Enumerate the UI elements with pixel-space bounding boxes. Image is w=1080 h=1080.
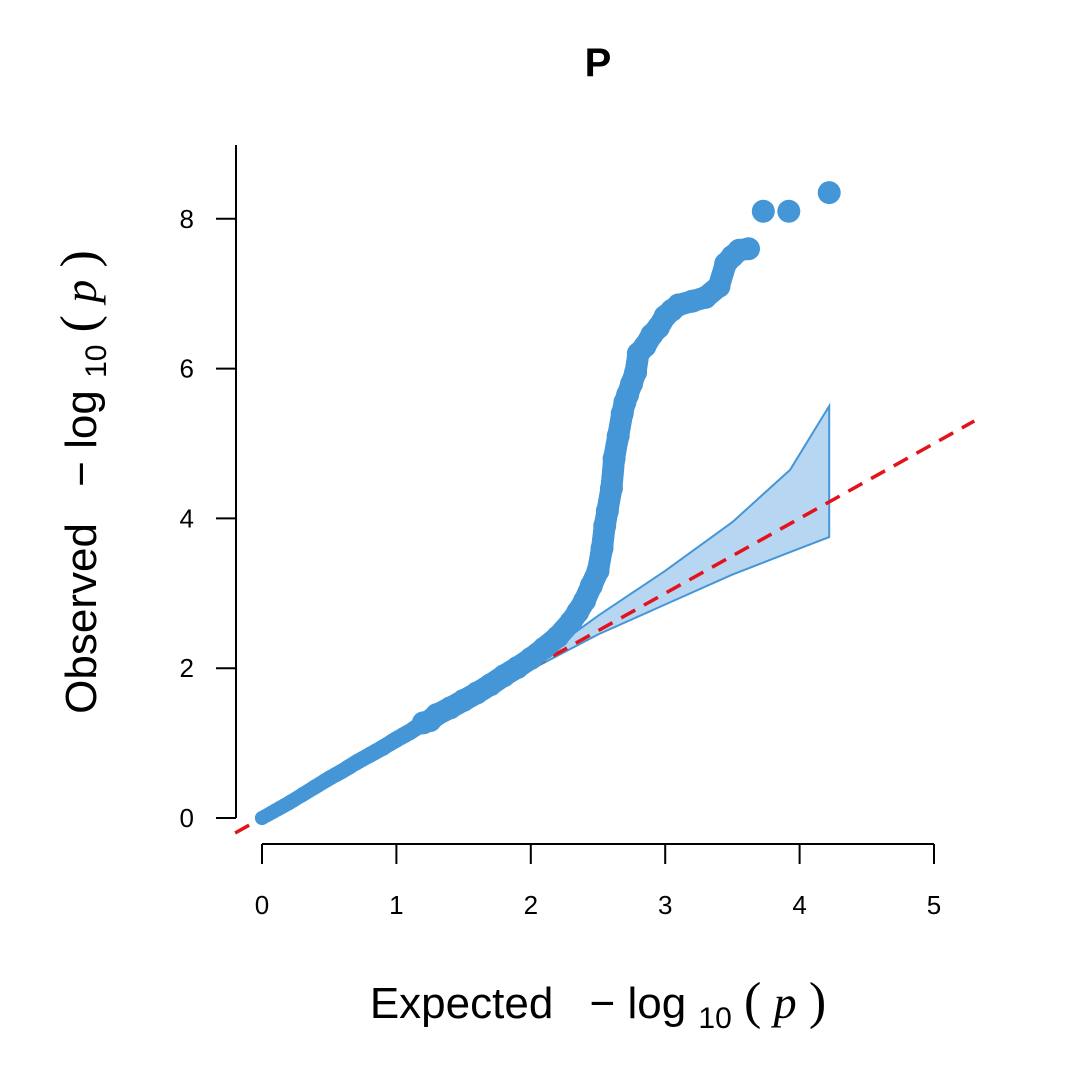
data-point (348, 754, 364, 771)
x-label-open: ( (744, 973, 761, 1030)
data-point (602, 447, 626, 470)
y-tick-label: 0 (180, 803, 194, 833)
y-label-log: log (57, 390, 106, 449)
y-label-open: ( (51, 315, 108, 332)
data-point (624, 360, 648, 384)
x-tick-label: 0 (255, 890, 269, 920)
x-tick-label: 3 (658, 890, 672, 920)
y-label-minus: − (57, 461, 106, 487)
data-point (321, 770, 337, 786)
data-point (817, 181, 841, 205)
x-label-main: Expected (370, 979, 553, 1028)
data-point (586, 559, 610, 583)
y-label-main: Observed (57, 523, 106, 714)
data-point (606, 424, 630, 448)
data-point (599, 476, 623, 500)
x-ticks: 0 1 2 3 4 5 (255, 844, 941, 920)
x-axis-label: Expected − log 10 ( p ) (370, 973, 826, 1038)
points-layer (255, 181, 841, 825)
data-point (751, 199, 775, 223)
x-label-base: 10 (698, 1002, 731, 1035)
data-point (707, 274, 731, 298)
y-tick-label: 6 (180, 354, 194, 384)
data-point (374, 739, 392, 756)
x-label-minus: − (590, 979, 616, 1028)
data-point (308, 779, 324, 794)
y-tick-label: 4 (180, 503, 194, 533)
y-tick-label: 2 (180, 653, 194, 683)
data-point (268, 803, 283, 818)
x-label-close: ) (809, 973, 826, 1030)
y-axis-label: Observed − log 10 ( p ) (51, 250, 116, 714)
x-tick-label: 5 (927, 890, 941, 920)
y-tick-label: 8 (180, 204, 194, 234)
data-point (361, 747, 378, 764)
data-point (281, 795, 297, 811)
chart-title: P (585, 41, 612, 85)
y-label-close: ) (51, 250, 108, 267)
y-label-var: p (55, 280, 106, 306)
data-point (595, 499, 619, 523)
x-tick-label: 1 (389, 890, 403, 920)
x-tick-label: 2 (524, 890, 538, 920)
y-label-base: 10 (80, 345, 113, 378)
data-point (777, 199, 801, 223)
data-point (590, 536, 614, 560)
data-point (388, 731, 405, 748)
data-point (255, 811, 269, 825)
x-tick-label: 4 (792, 890, 806, 920)
data-point (294, 787, 310, 803)
data-point (546, 625, 570, 649)
y-ticks: 0 2 4 6 8 (180, 204, 236, 833)
data-point (737, 237, 760, 261)
data-point (334, 763, 351, 779)
x-label-var: p (771, 977, 797, 1028)
x-label-log: log (627, 979, 686, 1028)
